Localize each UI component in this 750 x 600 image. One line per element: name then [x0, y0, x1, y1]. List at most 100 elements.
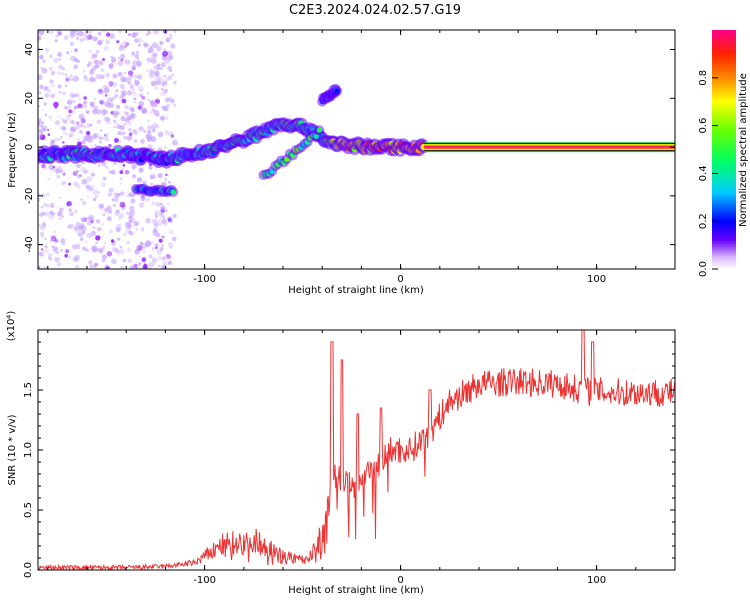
- x-tick-label: 100: [587, 575, 606, 586]
- colorbar-tick-label: 0.4: [698, 165, 709, 181]
- noise-speckle: [120, 116, 126, 122]
- noise-speckle: [151, 42, 158, 49]
- noise-speckle: [80, 167, 86, 173]
- noise-speckle: [148, 254, 153, 259]
- noise-speckle: [73, 57, 78, 62]
- noise-speckle: [57, 137, 61, 141]
- noise-speckle: [147, 119, 150, 122]
- noise-speckle: [166, 55, 173, 62]
- noise-speckle: [145, 33, 149, 36]
- noise-speckle: [137, 58, 140, 61]
- noise-speckle: [60, 125, 66, 131]
- noise-speckle: [141, 257, 147, 262]
- noise-speckle: [99, 129, 103, 132]
- noise-speckle: [156, 233, 161, 238]
- noise-speckle: [52, 238, 55, 241]
- noise-speckle: [104, 101, 111, 108]
- noise-speckle: [112, 96, 117, 100]
- noise-speckle: [46, 192, 50, 197]
- noise-speckle: [65, 105, 72, 111]
- noise-speckle: [57, 31, 62, 36]
- noise-speckle: [83, 169, 89, 174]
- noise-speckle: [118, 45, 124, 52]
- noise-speckle: [69, 119, 74, 124]
- noise-speckle: [121, 168, 124, 171]
- noise-speckle: [57, 84, 62, 89]
- noise-speckle: [128, 215, 133, 220]
- noise-speckle: [153, 65, 159, 70]
- noise-speckle: [119, 213, 125, 218]
- noise-speckle: [104, 72, 110, 79]
- noise-speckle: [101, 182, 106, 188]
- noise-speckle: [131, 65, 136, 71]
- noise-speckle: [162, 260, 168, 266]
- noise-speckle: [85, 109, 90, 114]
- noise-speckle: [130, 198, 136, 204]
- noise-speckle: [55, 168, 60, 174]
- noise-speckle: [64, 106, 68, 110]
- noise-speckle: [154, 243, 159, 248]
- noise-speckle: [121, 92, 127, 97]
- noise-speckle: [69, 74, 73, 78]
- noise-speckle: [54, 230, 57, 234]
- noise-speckle: [77, 122, 80, 125]
- noise-speckle: [126, 211, 129, 215]
- noise-speckle: [95, 64, 100, 69]
- noise-speckle: [44, 237, 47, 241]
- noise-speckle: [163, 48, 167, 51]
- noise-speckle: [119, 201, 126, 208]
- noise-speckle: [81, 178, 88, 185]
- noise-speckle: [50, 93, 56, 99]
- noise-speckle: [150, 176, 154, 180]
- noise-speckle: [98, 203, 105, 209]
- noise-speckle: [55, 34, 59, 38]
- noise-speckle: [73, 225, 79, 231]
- noise-speckle: [110, 239, 115, 243]
- noise-speckle: [70, 50, 73, 53]
- noise-speckle: [74, 254, 81, 261]
- noise-speckle: [136, 51, 139, 54]
- noise-speckle: [102, 176, 107, 181]
- noise-speckle: [57, 115, 60, 118]
- noise-speckle: [155, 98, 160, 104]
- noise-speckle: [103, 136, 109, 142]
- noise-speckle: [125, 42, 130, 46]
- noise-speckle: [49, 240, 52, 243]
- noise-speckle: [94, 144, 97, 147]
- noise-speckle: [60, 181, 65, 186]
- noise-speckle: [83, 74, 88, 79]
- noise-speckle: [76, 36, 80, 40]
- noise-speckle: [47, 128, 50, 132]
- noise-speckle: [111, 198, 115, 202]
- noise-speckle: [67, 113, 72, 118]
- noise-speckle: [91, 245, 97, 252]
- noise-speckle: [67, 225, 70, 228]
- noise-speckle: [99, 74, 105, 80]
- noise-speckle: [145, 133, 151, 139]
- noise-speckle: [94, 194, 99, 199]
- noise-speckle: [150, 241, 154, 245]
- noise-speckle: [75, 227, 81, 234]
- noise-speckle: [140, 193, 143, 197]
- noise-speckle: [149, 50, 152, 53]
- noise-speckle: [137, 105, 142, 110]
- noise-speckle: [91, 172, 95, 177]
- noise-speckle: [145, 197, 151, 202]
- noise-speckle: [75, 37, 79, 41]
- noise-speckle: [137, 85, 144, 92]
- noise-speckle: [151, 201, 155, 206]
- noise-speckle: [143, 130, 146, 133]
- noise-speckle: [119, 131, 125, 137]
- noise-speckle: [142, 40, 145, 43]
- noise-speckle: [168, 54, 174, 60]
- noise-speckle: [132, 60, 138, 67]
- noise-speckle: [160, 205, 166, 211]
- noise-speckle: [43, 86, 48, 91]
- noise-speckle: [112, 203, 116, 207]
- noise-speckle: [39, 54, 44, 60]
- noise-speckle: [158, 238, 163, 243]
- noise-speckle: [156, 63, 161, 67]
- noise-speckle: [150, 174, 154, 178]
- noise-speckle: [108, 229, 114, 234]
- noise-speckle: [143, 262, 146, 265]
